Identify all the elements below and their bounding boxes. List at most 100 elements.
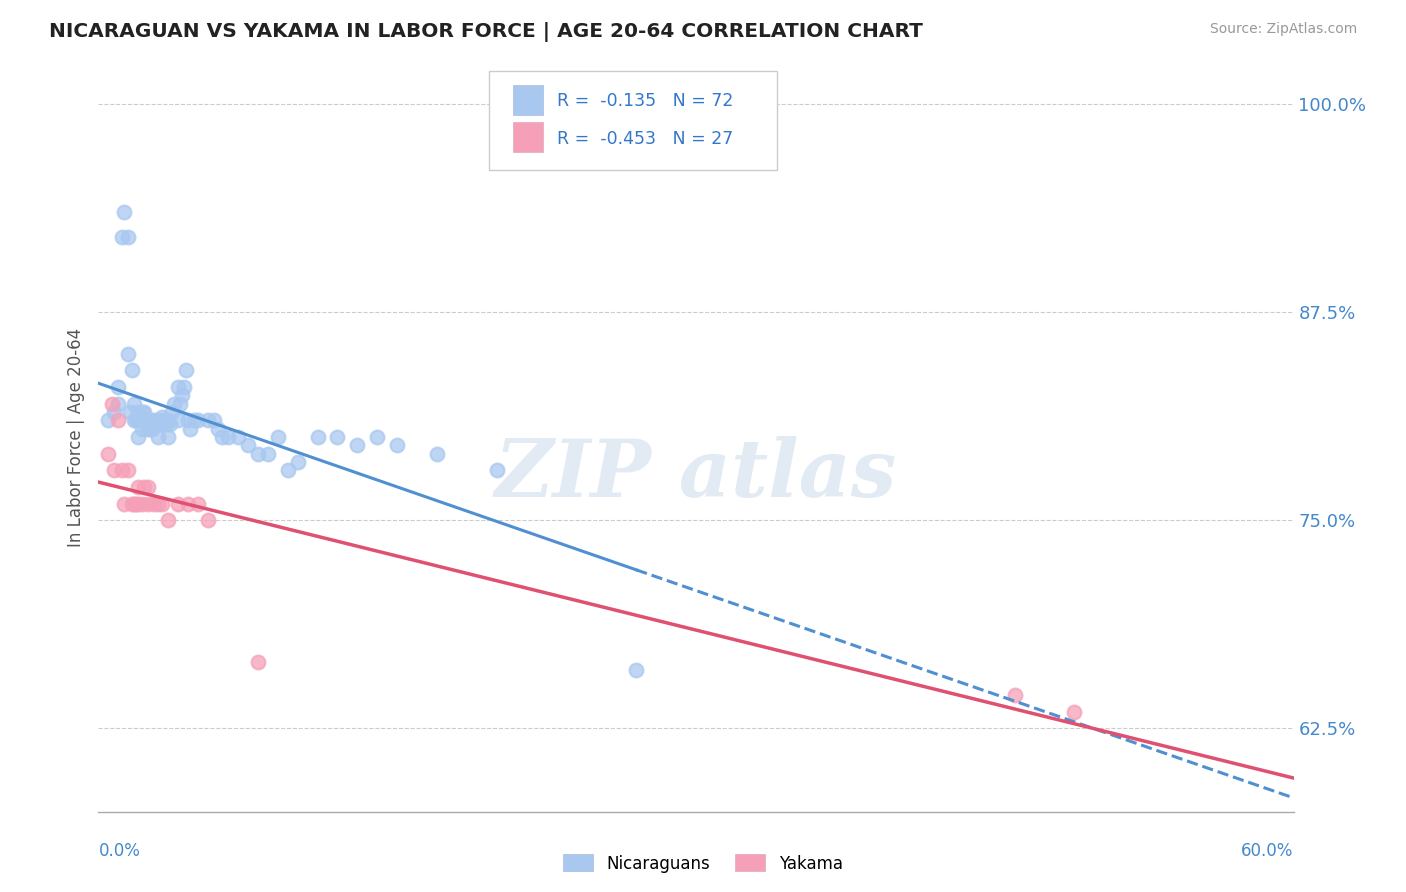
Point	[159, 417, 181, 431]
Point	[160, 405, 183, 419]
FancyBboxPatch shape	[513, 85, 543, 115]
Text: Source: ZipAtlas.com: Source: ZipAtlas.com	[1209, 22, 1357, 37]
Y-axis label: In Labor Force | Age 20-64: In Labor Force | Age 20-64	[66, 327, 84, 547]
Point	[97, 447, 120, 461]
Point	[139, 422, 162, 436]
Point	[127, 413, 149, 427]
Text: NICARAGUAN VS YAKAMA IN LABOR FORCE | AGE 20-64 CORRELATION CHART: NICARAGUAN VS YAKAMA IN LABOR FORCE | AG…	[49, 22, 924, 42]
Point	[626, 663, 648, 677]
Point	[134, 405, 156, 419]
Point	[157, 413, 180, 427]
Point	[155, 417, 177, 431]
Point	[167, 413, 190, 427]
Point	[145, 417, 167, 431]
FancyBboxPatch shape	[489, 71, 778, 169]
Point	[111, 463, 134, 477]
Point	[143, 417, 166, 431]
Point	[150, 497, 173, 511]
Point	[143, 497, 166, 511]
Point	[197, 413, 219, 427]
Point	[136, 413, 159, 427]
Point	[125, 497, 148, 511]
Point	[131, 422, 153, 436]
Point	[127, 497, 149, 511]
Point	[127, 405, 149, 419]
Point	[197, 513, 219, 527]
Text: R =  -0.453   N = 27: R = -0.453 N = 27	[557, 130, 734, 148]
Point	[101, 397, 124, 411]
Point	[103, 463, 125, 477]
Point	[256, 447, 278, 461]
Point	[111, 230, 134, 244]
Point	[97, 413, 120, 427]
Point	[187, 413, 209, 427]
Point	[136, 422, 159, 436]
Point	[134, 413, 156, 427]
Point	[135, 413, 157, 427]
Point	[169, 397, 191, 411]
Point	[366, 430, 388, 444]
Point	[135, 413, 157, 427]
Point	[153, 413, 176, 427]
Point	[287, 455, 309, 469]
Point	[148, 497, 170, 511]
Point	[150, 410, 173, 425]
Point	[277, 463, 299, 477]
Point	[183, 413, 205, 427]
Point	[163, 397, 186, 411]
Point	[121, 497, 143, 511]
Point	[125, 413, 148, 427]
Point	[107, 380, 129, 394]
Point	[129, 413, 152, 427]
Point	[1063, 705, 1085, 719]
Point	[167, 380, 190, 394]
Point	[485, 463, 508, 477]
Point	[127, 480, 149, 494]
Point	[124, 413, 146, 427]
Legend: Nicaraguans, Yakama: Nicaraguans, Yakama	[557, 847, 849, 880]
Point	[179, 422, 201, 436]
Text: 0.0%: 0.0%	[98, 842, 141, 860]
Point	[267, 430, 290, 444]
Point	[174, 363, 197, 377]
Point	[139, 413, 162, 427]
Point	[157, 513, 180, 527]
Point	[131, 497, 153, 511]
Point	[107, 397, 129, 411]
Point	[246, 447, 269, 461]
Point	[307, 430, 329, 444]
Point	[385, 438, 409, 452]
Point	[148, 430, 170, 444]
Point	[1004, 688, 1026, 702]
Point	[112, 497, 135, 511]
Point	[217, 430, 239, 444]
Point	[426, 447, 449, 461]
Point	[149, 417, 172, 431]
Point	[136, 497, 159, 511]
Point	[207, 422, 229, 436]
Point	[107, 413, 129, 427]
Point	[124, 397, 146, 411]
Point	[202, 413, 225, 427]
Point	[117, 463, 139, 477]
Point	[236, 438, 259, 452]
Point	[177, 497, 200, 511]
Point	[246, 655, 269, 669]
Point	[121, 363, 143, 377]
Point	[172, 388, 194, 402]
Point	[167, 497, 190, 511]
Point	[136, 480, 159, 494]
Text: R =  -0.135   N = 72: R = -0.135 N = 72	[557, 93, 734, 111]
Point	[117, 230, 139, 244]
Point	[211, 430, 233, 444]
Point	[226, 430, 249, 444]
Point	[187, 497, 209, 511]
FancyBboxPatch shape	[513, 122, 543, 153]
Point	[326, 430, 349, 444]
Point	[177, 413, 200, 427]
Point	[124, 497, 146, 511]
Text: ZIP atlas: ZIP atlas	[495, 436, 897, 513]
Point	[134, 480, 156, 494]
Point	[346, 438, 368, 452]
Point	[143, 413, 166, 427]
